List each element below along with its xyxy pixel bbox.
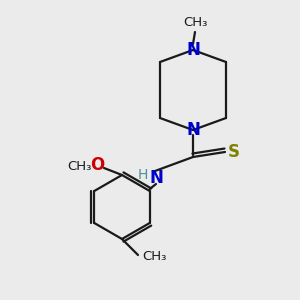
- Text: O: O: [90, 156, 104, 174]
- Text: N: N: [186, 121, 200, 139]
- Text: N: N: [186, 41, 200, 59]
- Text: CH₃: CH₃: [183, 16, 207, 29]
- Text: H: H: [138, 168, 148, 182]
- Text: CH₃: CH₃: [67, 160, 91, 172]
- Text: CH₃: CH₃: [142, 250, 166, 263]
- Text: N: N: [149, 169, 163, 187]
- Text: S: S: [228, 143, 240, 161]
